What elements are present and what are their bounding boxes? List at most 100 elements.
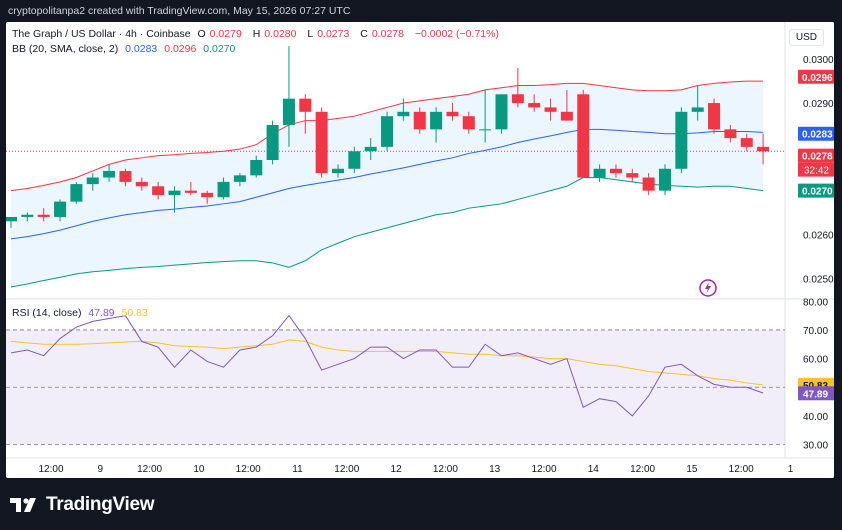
time-tick-label: 1 xyxy=(788,464,794,475)
ohlc-close: C 0.0278 xyxy=(360,28,408,40)
candle-body xyxy=(708,103,721,130)
candle-body xyxy=(282,98,295,125)
bb-upper-badge-bg xyxy=(798,69,834,84)
time-tick-label: 12:00 xyxy=(433,464,458,475)
countdown-badge: 32:42 xyxy=(804,166,829,177)
candle xyxy=(233,173,246,187)
alert-icon-bolt xyxy=(705,282,711,294)
candle xyxy=(430,107,443,143)
rsi-ma-line xyxy=(10,339,764,386)
candle xyxy=(299,94,312,134)
time-tick-label: 12:00 xyxy=(729,464,754,475)
last-price-badge-bg xyxy=(798,148,834,163)
time-tick-label: 11 xyxy=(292,464,303,475)
candle xyxy=(217,177,230,200)
candle-body xyxy=(217,181,230,198)
ohlc-high: H 0.0280 xyxy=(253,28,301,40)
candle-body xyxy=(691,107,704,112)
candle-body xyxy=(21,214,34,217)
time-tick-label: 15 xyxy=(686,464,698,475)
candle-body xyxy=(757,146,770,152)
candle xyxy=(168,186,181,213)
ohlc-open: O 0.0279 xyxy=(198,28,246,40)
time-tick-label: 12:00 xyxy=(236,464,261,475)
candle-body xyxy=(381,116,394,147)
high-label: H xyxy=(252,28,261,40)
candle xyxy=(315,107,328,178)
currency-button[interactable]: USD xyxy=(788,29,824,46)
bb-basis-line xyxy=(10,128,764,240)
candle xyxy=(740,133,753,152)
candle-body xyxy=(642,177,655,191)
candle-body xyxy=(86,177,99,185)
bb-lower-badge: 0.0270 xyxy=(802,187,833,198)
candle xyxy=(528,94,541,112)
candle-body xyxy=(54,201,67,217)
change-value: −0.0002 (−0.71%) xyxy=(414,28,499,40)
time-tick-label: 12:00 xyxy=(334,464,359,475)
candle-body xyxy=(70,184,83,202)
tradingview-logo[interactable]: TradingView xyxy=(10,494,155,516)
symbol-title[interactable]: The Graph / US Dollar · 4h · Coinbase xyxy=(12,28,191,40)
candle-body xyxy=(37,214,50,217)
time-tick-label: 9 xyxy=(98,464,104,475)
open-value: 0.0279 xyxy=(209,28,242,40)
bb-upper-badge: 0.0296 xyxy=(802,73,833,84)
candle xyxy=(413,107,426,134)
tradingview-logo-icon xyxy=(10,498,36,512)
candle-body xyxy=(413,111,426,130)
rsi-tick-label: 70.00 xyxy=(803,326,828,337)
rsi-tick-label: 30.00 xyxy=(803,441,828,452)
candle xyxy=(544,98,557,121)
candle-body xyxy=(430,111,443,130)
candle xyxy=(70,181,83,204)
candle-body xyxy=(168,190,181,196)
candle xyxy=(184,181,197,196)
candle xyxy=(103,164,116,182)
candle xyxy=(560,89,573,121)
alert-icon xyxy=(699,279,717,297)
time-tick-label: 14 xyxy=(588,464,600,475)
candle xyxy=(282,46,295,147)
rsi-label[interactable]: RSI (14, close) xyxy=(12,307,82,319)
candle xyxy=(593,164,606,182)
rsi-legend: RSI (14, close) 47.89 50.83 xyxy=(12,307,152,319)
bb-basis-badge-bg xyxy=(798,126,834,141)
rsi-value-badge: 47.89 xyxy=(803,389,828,400)
bb-upper-value: 0.0296 xyxy=(164,43,197,55)
time-tick-label: 13 xyxy=(489,464,501,475)
candle xyxy=(54,199,67,222)
candle xyxy=(691,85,704,121)
rsi-tick-label: 60.00 xyxy=(803,355,828,366)
bb-basis-value: 0.0283 xyxy=(125,43,158,55)
candle xyxy=(626,168,639,182)
candle xyxy=(86,173,99,191)
candle xyxy=(201,190,214,204)
candle-body xyxy=(184,190,197,193)
candle-body xyxy=(348,151,361,169)
rsi-line xyxy=(10,314,764,417)
candle-body xyxy=(315,111,328,174)
candle xyxy=(446,103,459,121)
candle xyxy=(348,146,361,174)
candle xyxy=(724,124,737,143)
chart-canvas[interactable]: 0.0300 0.0290 0.0260 0.0250 0.0296 0.0283 0.02… xyxy=(6,22,834,478)
candle-body xyxy=(332,168,344,174)
candle-body xyxy=(135,181,148,187)
candle xyxy=(152,181,165,200)
candle xyxy=(659,164,671,196)
open-label: O xyxy=(197,28,206,40)
candle-body xyxy=(201,192,214,198)
bb-legend: BB (20, SMA, close, 2) 0.0283 0.0296 0.0… xyxy=(12,43,239,55)
candle-body xyxy=(544,107,557,112)
candle-body xyxy=(250,160,263,176)
candle xyxy=(6,216,17,228)
low-value: 0.0273 xyxy=(317,28,350,40)
chart-frame: 0.0300 0.0290 0.0260 0.0250 0.0296 0.0283 0.02… xyxy=(6,22,834,478)
candle xyxy=(364,138,377,160)
price-tick-label: 0.0300 xyxy=(803,55,834,66)
bb-label[interactable]: BB (20, SMA, close, 2) xyxy=(12,43,119,55)
ohlc-low: L 0.0273 xyxy=(307,28,353,40)
candle-body xyxy=(266,124,279,160)
